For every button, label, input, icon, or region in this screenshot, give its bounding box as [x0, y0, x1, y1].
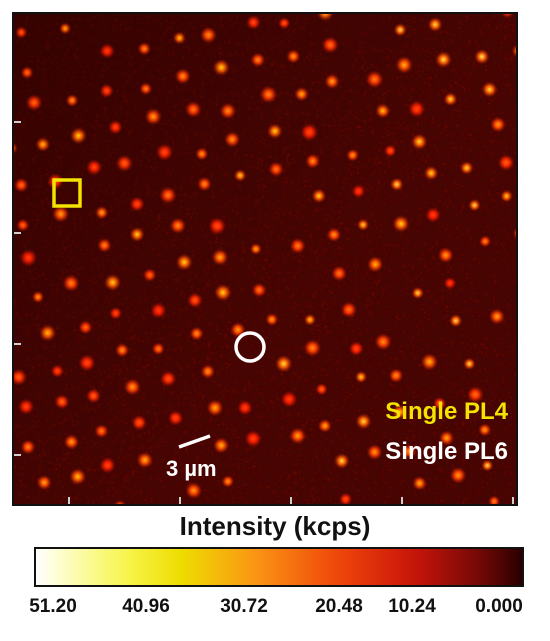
- scale-bar: [178, 434, 211, 449]
- colorbar-tick-label: 20.48: [315, 596, 363, 617]
- colorbar-tick-label: 10.24: [388, 596, 436, 617]
- colorbar-tick-label: 40.96: [122, 596, 170, 617]
- left-axis-tick: [14, 343, 21, 345]
- pl4-square-marker: [52, 178, 82, 208]
- bottom-axis-tick: [512, 497, 514, 504]
- colorbar-tick-label: 0.000: [475, 596, 523, 617]
- colorbar-tick-label: 30.72: [220, 596, 268, 617]
- colorbar-tick-label: 51.20: [29, 596, 77, 617]
- bottom-axis-tick: [68, 497, 70, 504]
- pl6-legend-label: Single PL6: [385, 438, 508, 465]
- left-axis-tick: [14, 232, 21, 234]
- spot-array-image: [14, 14, 516, 504]
- left-axis-tick: [14, 121, 21, 123]
- bottom-axis-tick: [290, 497, 292, 504]
- pl6-circle-marker: [234, 331, 266, 363]
- intensity-colorbar: [34, 547, 524, 587]
- bottom-axis-tick: [401, 497, 403, 504]
- scale-bar-label: 3 µm: [166, 456, 217, 481]
- photoluminescence-map: [12, 12, 518, 506]
- pl4-legend-label: Single PL4: [385, 398, 508, 425]
- left-axis-tick: [14, 454, 21, 456]
- bottom-axis-tick: [179, 497, 181, 504]
- colorbar-title: Intensity (kcps): [179, 511, 371, 541]
